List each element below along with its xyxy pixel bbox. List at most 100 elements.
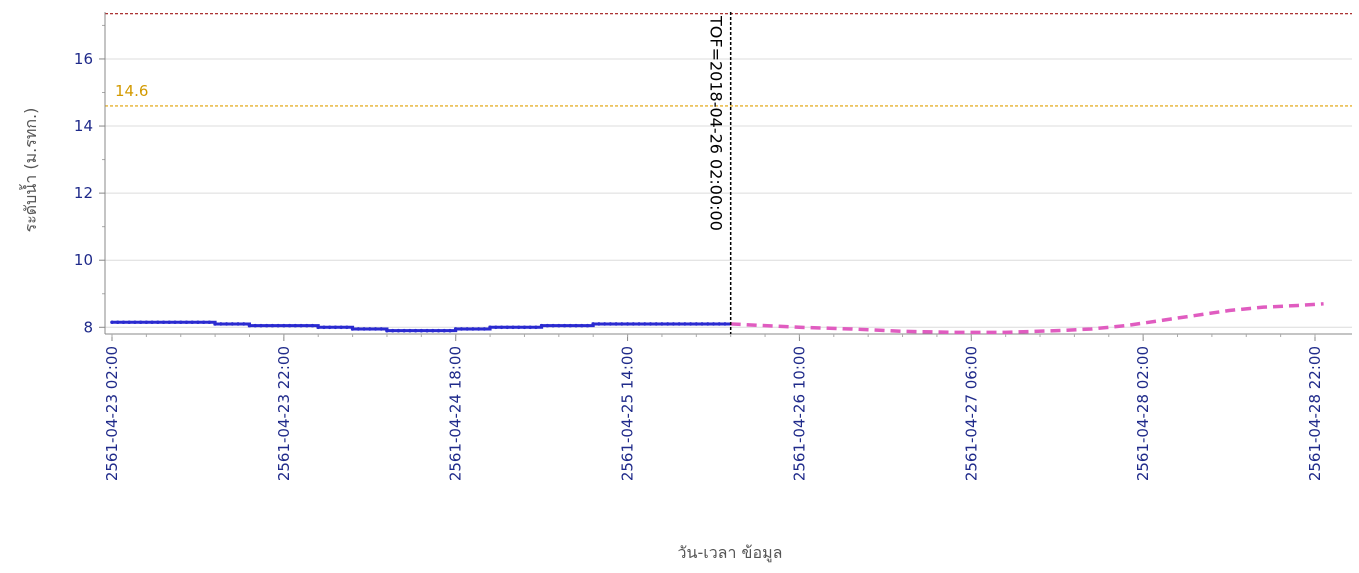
series-point <box>585 323 590 328</box>
x-tick-label: 2561-04-26 10:00 <box>790 346 808 481</box>
x-axis-title: วัน-เวลา ข้อมูล <box>678 543 783 563</box>
series-point <box>402 328 406 333</box>
series-point <box>551 323 555 328</box>
series-point <box>419 328 424 333</box>
series-line <box>112 320 731 333</box>
series-point <box>156 320 160 325</box>
series-point <box>476 327 481 331</box>
x-tick-label: 2561-04-23 02:00 <box>103 346 121 481</box>
x-tick-label: 2561-04-27 06:00 <box>962 346 980 481</box>
tof-marker-label: TOF=2018-04-26 02:00:00 <box>707 15 726 231</box>
series-point <box>293 323 298 328</box>
series-point <box>677 322 681 326</box>
series-point <box>608 322 613 326</box>
series-point <box>700 322 704 326</box>
series-point <box>362 327 366 331</box>
series-point <box>213 322 217 326</box>
series-point <box>253 323 258 328</box>
series-point <box>276 323 280 328</box>
series-point <box>350 327 355 331</box>
series-point <box>660 322 664 326</box>
x-tick-label: 2561-04-28 22:00 <box>1306 346 1324 481</box>
series-point <box>173 320 177 325</box>
series-point <box>717 322 722 326</box>
series-point <box>453 327 458 331</box>
series-point <box>711 322 716 326</box>
series-point <box>247 323 252 328</box>
series-point <box>345 325 349 330</box>
tof-marker: TOF=2018-04-26 02:00:00 <box>707 12 732 334</box>
series-point <box>121 320 126 325</box>
series-point <box>310 323 315 328</box>
series-point <box>339 325 343 330</box>
series-point <box>150 320 154 325</box>
y-axis-title: ระดับน้ำ (ม.รทก.) <box>19 108 40 233</box>
series-point <box>688 322 693 326</box>
y-tick-label: 12 <box>74 184 93 202</box>
series-point <box>230 322 235 326</box>
series-point <box>562 323 567 328</box>
series-point <box>299 323 303 328</box>
series-point <box>642 322 647 326</box>
series-point <box>694 322 699 326</box>
reference-line-label: 14.6 <box>115 82 148 100</box>
y-tick-label: 10 <box>74 251 93 269</box>
series-point <box>511 325 515 330</box>
series-point <box>270 323 275 328</box>
series-point <box>333 325 338 330</box>
series-point <box>494 325 498 330</box>
series-point <box>597 322 601 326</box>
x-tick-label: 2561-04-25 14:00 <box>619 346 637 481</box>
series-point <box>648 322 653 326</box>
series-point <box>207 320 212 325</box>
series-point <box>167 320 172 325</box>
series <box>110 302 1324 335</box>
series-point <box>184 320 189 325</box>
series-point <box>545 323 550 328</box>
series-point <box>505 325 510 330</box>
series-point <box>665 322 670 326</box>
y-tick-label: 14 <box>74 117 93 135</box>
series-point <box>625 322 630 326</box>
grid <box>105 58 1352 328</box>
series-point <box>327 325 332 330</box>
series-point <box>557 323 561 328</box>
series-point <box>259 323 263 328</box>
series-point <box>425 328 429 333</box>
series-point <box>574 323 578 328</box>
series-point <box>637 322 641 326</box>
series-point <box>631 322 636 326</box>
series-point <box>178 320 183 325</box>
series-point <box>196 320 200 325</box>
series-point <box>379 327 384 331</box>
series-point <box>442 328 447 333</box>
series-point <box>671 322 676 326</box>
axes: 8 10 12 14 16 2561-04-23 02:00 2561-04-23 22:0… <box>74 12 1352 481</box>
x-tick-label: 2561-04-28 02:00 <box>1134 346 1152 481</box>
series-point <box>534 325 538 330</box>
series-point <box>522 325 527 330</box>
series-point <box>373 327 378 331</box>
series-point <box>316 325 321 330</box>
series-point <box>304 323 309 328</box>
series-line <box>730 302 1324 335</box>
series-point <box>385 328 389 333</box>
series-point <box>591 322 595 326</box>
series-point <box>367 327 372 331</box>
series-point <box>471 327 475 331</box>
series-point <box>602 322 607 326</box>
series-point <box>413 328 418 333</box>
series-point <box>264 323 269 328</box>
series-point <box>723 322 727 326</box>
series-point <box>499 325 504 330</box>
series-point <box>516 325 521 330</box>
series-point <box>110 320 114 325</box>
series-point <box>620 322 624 326</box>
series-point <box>654 322 659 326</box>
series-point <box>579 323 584 328</box>
x-tick-label: 2561-04-23 22:00 <box>275 346 293 481</box>
y-tick-label: 8 <box>83 318 93 336</box>
series-point <box>539 323 544 328</box>
